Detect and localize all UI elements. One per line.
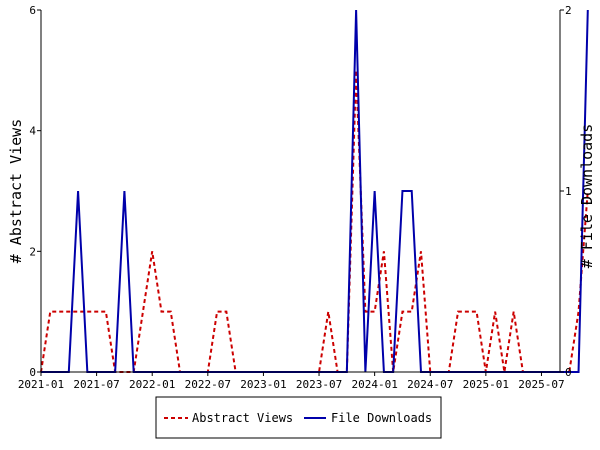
y-axis-title-right: # File Downloads: [578, 124, 596, 269]
x-tick-label: 2022-01: [129, 378, 175, 391]
y-axis-title-left: # Abstract Views: [7, 119, 25, 264]
x-tick-label: 2021-01: [18, 378, 64, 391]
y-right-tick-label: 2: [565, 4, 572, 17]
y-left-tick-label: 0: [29, 366, 36, 379]
ticks-layer: 2021-01 2021-07 2022-01 2022-07 2023-01 2023-…: [18, 4, 572, 391]
x-tick-label: 2024-07: [407, 378, 453, 391]
x-tick-label: 2025-01: [463, 378, 509, 391]
y-right-tick-label: 0: [565, 366, 572, 379]
y-left-tick-label: 4: [29, 125, 36, 138]
x-tick-label: 2025-07: [518, 378, 564, 391]
y-left-tick-label: 2: [29, 245, 36, 258]
legend-box: [155, 396, 442, 439]
legend-label-file-downloads: File Downloads: [331, 411, 432, 425]
y-right-tick-label: 1: [565, 185, 572, 198]
legend: Abstract Views File Downloads: [155, 396, 442, 439]
x-tick-label: 2022-07: [185, 378, 231, 391]
y-left-tick-label: 6: [29, 4, 36, 17]
legend-label-abstract-views: Abstract Views: [192, 411, 293, 425]
x-tick-label: 2023-07: [296, 378, 342, 391]
x-tick-label: 2023-01: [240, 378, 286, 391]
x-tick-label: 2024-01: [351, 378, 397, 391]
x-tick-label: 2021-07: [73, 378, 119, 391]
